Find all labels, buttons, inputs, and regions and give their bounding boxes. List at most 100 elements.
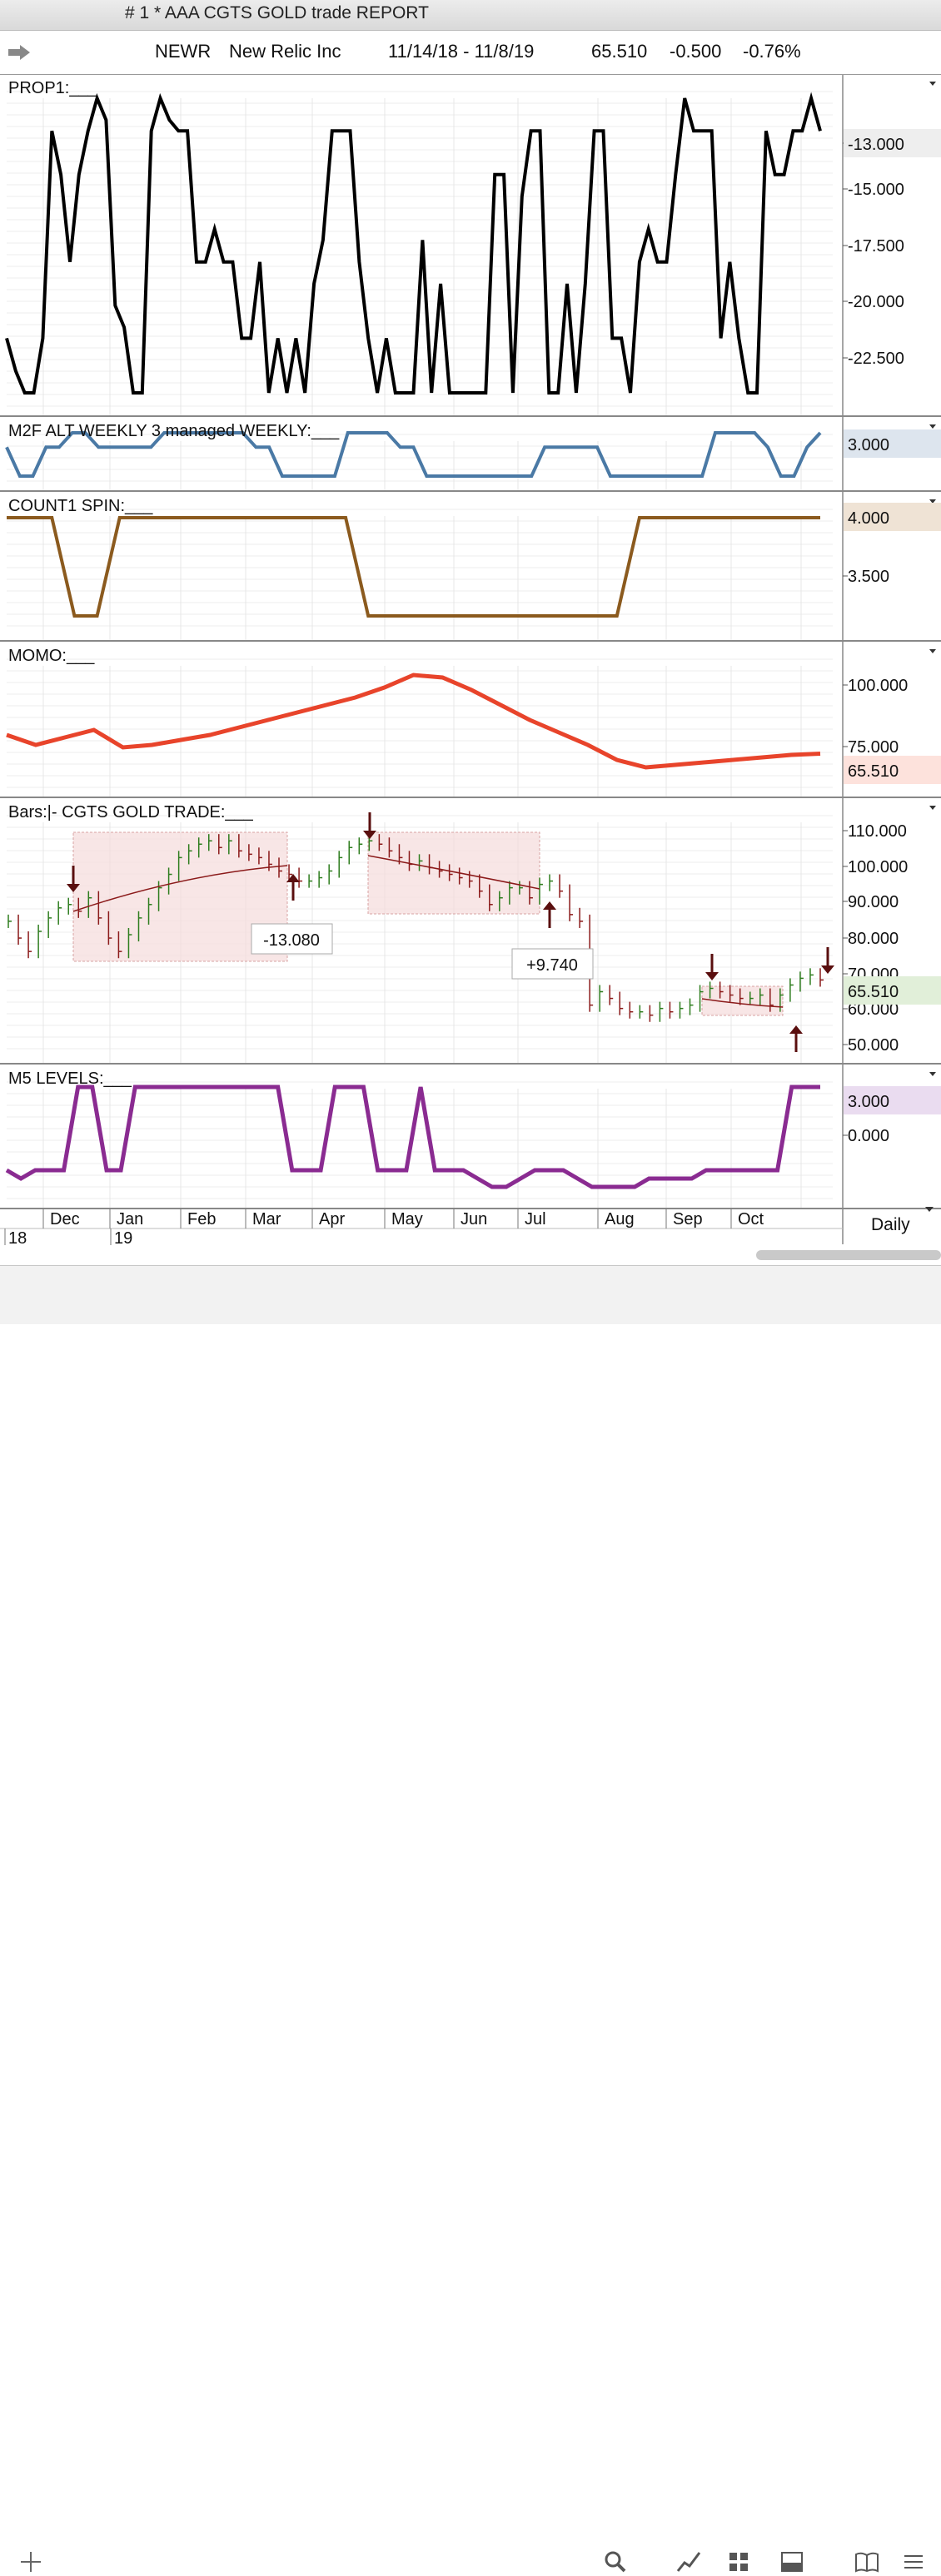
arrow-head xyxy=(789,1025,803,1034)
panel-menu-icon xyxy=(929,806,936,810)
prop1-series-line xyxy=(5,92,822,395)
y-tick-label: 80.000 xyxy=(848,930,899,948)
menu-icon[interactable] xyxy=(899,2548,928,2576)
sell-arrow-icon xyxy=(67,866,80,892)
y-tick-label: 50.000 xyxy=(848,1036,899,1055)
symbol-name: New Relic Inc xyxy=(229,41,341,62)
y-tick-label: -20.000 xyxy=(848,293,904,311)
y-tick-label: 75.000 xyxy=(848,738,899,757)
month-label: Oct xyxy=(738,1210,764,1228)
arrow-head xyxy=(286,874,300,882)
title-bar: # 1 * AAA CGTS GOLD trade REPORT xyxy=(0,0,941,31)
panel-menu-icon xyxy=(929,1072,936,1076)
trade-result-label: +9.740 xyxy=(526,956,578,975)
y-tick-label: -15.000 xyxy=(848,181,904,199)
month-label: Jan xyxy=(117,1210,143,1228)
panel-title: Bars:|- CGTS GOLD TRADE:___ xyxy=(8,803,254,821)
buy-arrow-icon xyxy=(543,901,556,928)
y-tick-label: 90.000 xyxy=(848,893,899,911)
year-label: 19 xyxy=(114,1229,132,1248)
panel-menu-icon xyxy=(929,649,936,653)
last-value-label: 65.510 xyxy=(848,762,899,781)
y-tick-label: -22.500 xyxy=(848,350,904,368)
month-label: Mar xyxy=(252,1210,281,1228)
m2f-series-line xyxy=(5,431,822,478)
panel-layout-icon[interactable] xyxy=(778,2548,806,2576)
last-value-box xyxy=(844,756,941,784)
month-label: Jun xyxy=(461,1210,487,1228)
last-value-label: -13.000 xyxy=(848,136,904,154)
year-label: 18 xyxy=(8,1229,27,1248)
dropdown-icon xyxy=(925,1207,934,1212)
month-label: Dec xyxy=(50,1210,80,1228)
month-label: May xyxy=(391,1210,423,1228)
arrow-head xyxy=(821,965,834,974)
chart-style-icon[interactable] xyxy=(675,2548,703,2576)
panel-menu-icon xyxy=(929,82,936,86)
grid-layout-icon[interactable] xyxy=(724,2548,753,2576)
last-value-label: 65.510 xyxy=(848,983,899,1001)
y-tick-label: 100.000 xyxy=(848,677,908,695)
sell-arrow-icon xyxy=(705,954,719,980)
last-value-box xyxy=(844,1086,941,1114)
arrow-head xyxy=(705,972,719,980)
panel-title: M5 LEVELS:___ xyxy=(8,1070,132,1088)
last-value-box xyxy=(844,503,941,531)
sell-arrow-icon xyxy=(821,947,834,974)
horizontal-scrollbar[interactable] xyxy=(756,1250,941,1260)
panel-title: MOMO:___ xyxy=(8,647,95,665)
y-tick-label: 60.000 xyxy=(848,1000,899,1019)
m5-series-line xyxy=(5,1085,820,1189)
month-label: Apr xyxy=(319,1210,345,1228)
arrow-head xyxy=(67,884,80,892)
last-value-box xyxy=(844,129,941,157)
panel-menu-icon xyxy=(929,424,936,429)
sell-arrow-icon xyxy=(363,812,376,839)
y-tick-label: 100.000 xyxy=(848,858,908,876)
timeframe-selector[interactable]: Daily xyxy=(833,1205,941,1248)
last-value-label: 3.000 xyxy=(848,1093,889,1111)
y-tick-label: 0.000 xyxy=(848,1127,889,1145)
timeframe-label: Daily xyxy=(871,1215,910,1234)
symbol-info-bar: NEWR New Relic Inc 11/14/18 - 11/8/19 65… xyxy=(0,31,941,75)
go-arrow-icon[interactable] xyxy=(7,44,32,61)
date-range[interactable]: 11/14/18 - 11/8/19 xyxy=(388,41,535,62)
y-tick-label: 3.500 xyxy=(848,568,889,586)
buy-arrow-icon xyxy=(789,1025,803,1052)
panel-title: COUNT1 SPIN:___ xyxy=(8,497,153,515)
add-icon[interactable] xyxy=(17,2548,45,2576)
trade-box xyxy=(367,831,540,915)
trade-result-box xyxy=(511,948,594,980)
panel-title: M2F ALT WEEKLY 3 managed WEEKLY:___ xyxy=(8,422,340,440)
symbol-ticker[interactable]: NEWR xyxy=(155,41,212,62)
trade-trend-line xyxy=(367,855,540,890)
count1-series-line xyxy=(7,516,820,618)
arrow-head xyxy=(363,831,376,839)
search-icon[interactable] xyxy=(601,2548,630,2576)
trade-trend-line xyxy=(72,865,288,912)
price-change-pct: -0.76% xyxy=(743,41,801,62)
month-label: Aug xyxy=(605,1210,635,1228)
window-title: # 1 * AAA CGTS GOLD trade REPORT xyxy=(125,3,429,22)
last-value-box xyxy=(844,429,941,458)
panel-title: PROP1:___ xyxy=(8,79,98,97)
month-label: Jul xyxy=(525,1210,546,1228)
price-change: -0.500 xyxy=(670,41,722,62)
trade-result-box xyxy=(251,923,333,955)
last-value-label: 3.000 xyxy=(848,436,889,454)
trade-trend-line xyxy=(701,998,784,1008)
panel-menu-icon xyxy=(929,499,936,504)
trade-result-label: -13.080 xyxy=(263,931,320,950)
chart-panels[interactable]: -13.080 +9.740 PROP1:___ -13.000 -15.000 -17.… xyxy=(0,0,941,1265)
y-tick-label: 110.000 xyxy=(848,822,907,841)
arrow-head xyxy=(543,901,556,910)
momo-series-line xyxy=(6,673,821,770)
month-label: Sep xyxy=(673,1210,703,1228)
y-tick-label: -17.500 xyxy=(848,237,904,256)
last-price: 65.510 xyxy=(591,41,648,62)
buy-arrow-icon xyxy=(286,874,300,901)
month-label: Feb xyxy=(187,1210,216,1228)
book-icon[interactable] xyxy=(853,2548,881,2576)
bottom-toolbar xyxy=(0,1265,941,2573)
last-value-box xyxy=(844,976,941,1005)
